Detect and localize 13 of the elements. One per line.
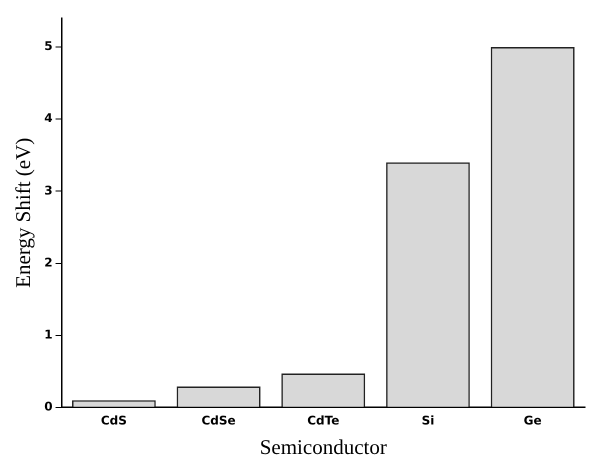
y-tick-label: 2	[44, 255, 53, 270]
y-tick-label: 1	[44, 327, 53, 342]
x-tick-label: Ge	[524, 414, 542, 428]
y-tick-label: 0	[44, 400, 53, 414]
x-axis-title: Semiconductor	[260, 434, 387, 459]
x-tick-label: CdSe	[201, 414, 236, 428]
y-axis-title: Energy Shift (eV)	[11, 138, 36, 288]
x-tick-label: CdTe	[307, 414, 340, 428]
y-tick-label: 4	[44, 111, 53, 126]
y-tick-label: 3	[44, 183, 53, 198]
y-tick-label: 5	[44, 39, 53, 54]
x-tick-label: Si	[422, 414, 434, 428]
x-tick-label: CdS	[100, 414, 127, 428]
